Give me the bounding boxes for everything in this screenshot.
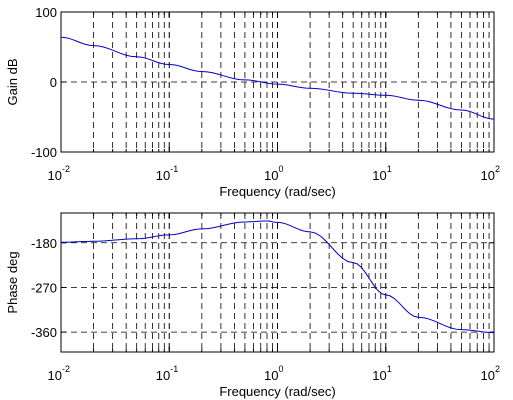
gain-data-point [92, 45, 95, 47]
gain-x-tick-label: 10 [48, 168, 62, 183]
phase-data-point [136, 238, 138, 240]
gain-x-tick-label: 10 [264, 168, 278, 183]
phase-x-tick-label: 10 [481, 368, 495, 383]
phase-data-point [417, 316, 419, 318]
phase-data-point [60, 241, 62, 243]
phase-y-tick-label: -270 [31, 280, 57, 295]
phase-data-point [352, 262, 354, 264]
gain-x-tick-label: 10 [372, 168, 386, 183]
gain-data-point [309, 87, 311, 89]
gain-y-tick-label: 100 [35, 5, 57, 20]
phase-data-point [201, 228, 203, 230]
gain-x-tick-label: 10 [156, 168, 170, 183]
gain-y-axis-label: Gain dB [5, 59, 20, 106]
gain-data-point [244, 79, 246, 81]
phase-x-tick-label: 10 [264, 368, 278, 383]
gain-x-tick-exponent: 0 [279, 164, 284, 174]
phase-x-tick-exponent: -1 [170, 364, 178, 374]
gain-data-point [136, 56, 138, 58]
phase-data-point [460, 329, 463, 331]
gain-x-axis-label: Frequency (rad/sec) [219, 184, 335, 199]
gain-data-point [385, 94, 387, 96]
gain-y-tick-label: -100 [31, 145, 57, 160]
phase-data-point [385, 294, 387, 296]
phase-y-tick-label: -360 [31, 325, 57, 340]
phase-x-tick-exponent: 0 [279, 364, 284, 374]
gain-x-tick-exponent: -1 [170, 164, 178, 174]
phase-data-point [266, 220, 268, 222]
phase-data-point [244, 221, 246, 223]
phase-x-tick-exponent: -2 [62, 364, 70, 374]
gain-data-point [460, 109, 463, 111]
phase-x-tick-label: 10 [48, 368, 62, 383]
phase-data-point [92, 240, 95, 242]
gain-data-point [168, 63, 170, 66]
phase-series-line [60, 220, 495, 334]
phase-data-point [276, 221, 279, 224]
phase-data-point [493, 332, 495, 334]
phase-y-tick-label: -180 [31, 236, 57, 251]
phase-x-axis-label: Frequency (rad/sec) [219, 384, 335, 399]
gain-x-tick-exponent: 2 [495, 164, 500, 174]
gain-data-point [417, 99, 419, 101]
gain-data-point [60, 36, 62, 38]
gain-data-point [201, 70, 203, 73]
phase-x-tick-exponent: 2 [495, 364, 500, 374]
gain-data-point [276, 83, 279, 85]
phase-x-tick-exponent: 1 [387, 364, 392, 374]
gain-x-tick-label: 10 [481, 168, 495, 183]
gain-x-tick-exponent: -2 [62, 164, 70, 174]
phase-x-tick-label: 10 [372, 368, 386, 383]
phase-data-point [309, 231, 311, 233]
gain-data-point [493, 118, 495, 120]
gain-y-tick-label: 0 [50, 75, 57, 90]
phase-x-tick-label: 10 [156, 368, 170, 383]
phase-y-axis-label: Phase deg [5, 251, 20, 313]
phase-data-point [168, 234, 170, 236]
gain-x-tick-exponent: 1 [387, 164, 392, 174]
gain-data-point [352, 92, 354, 94]
